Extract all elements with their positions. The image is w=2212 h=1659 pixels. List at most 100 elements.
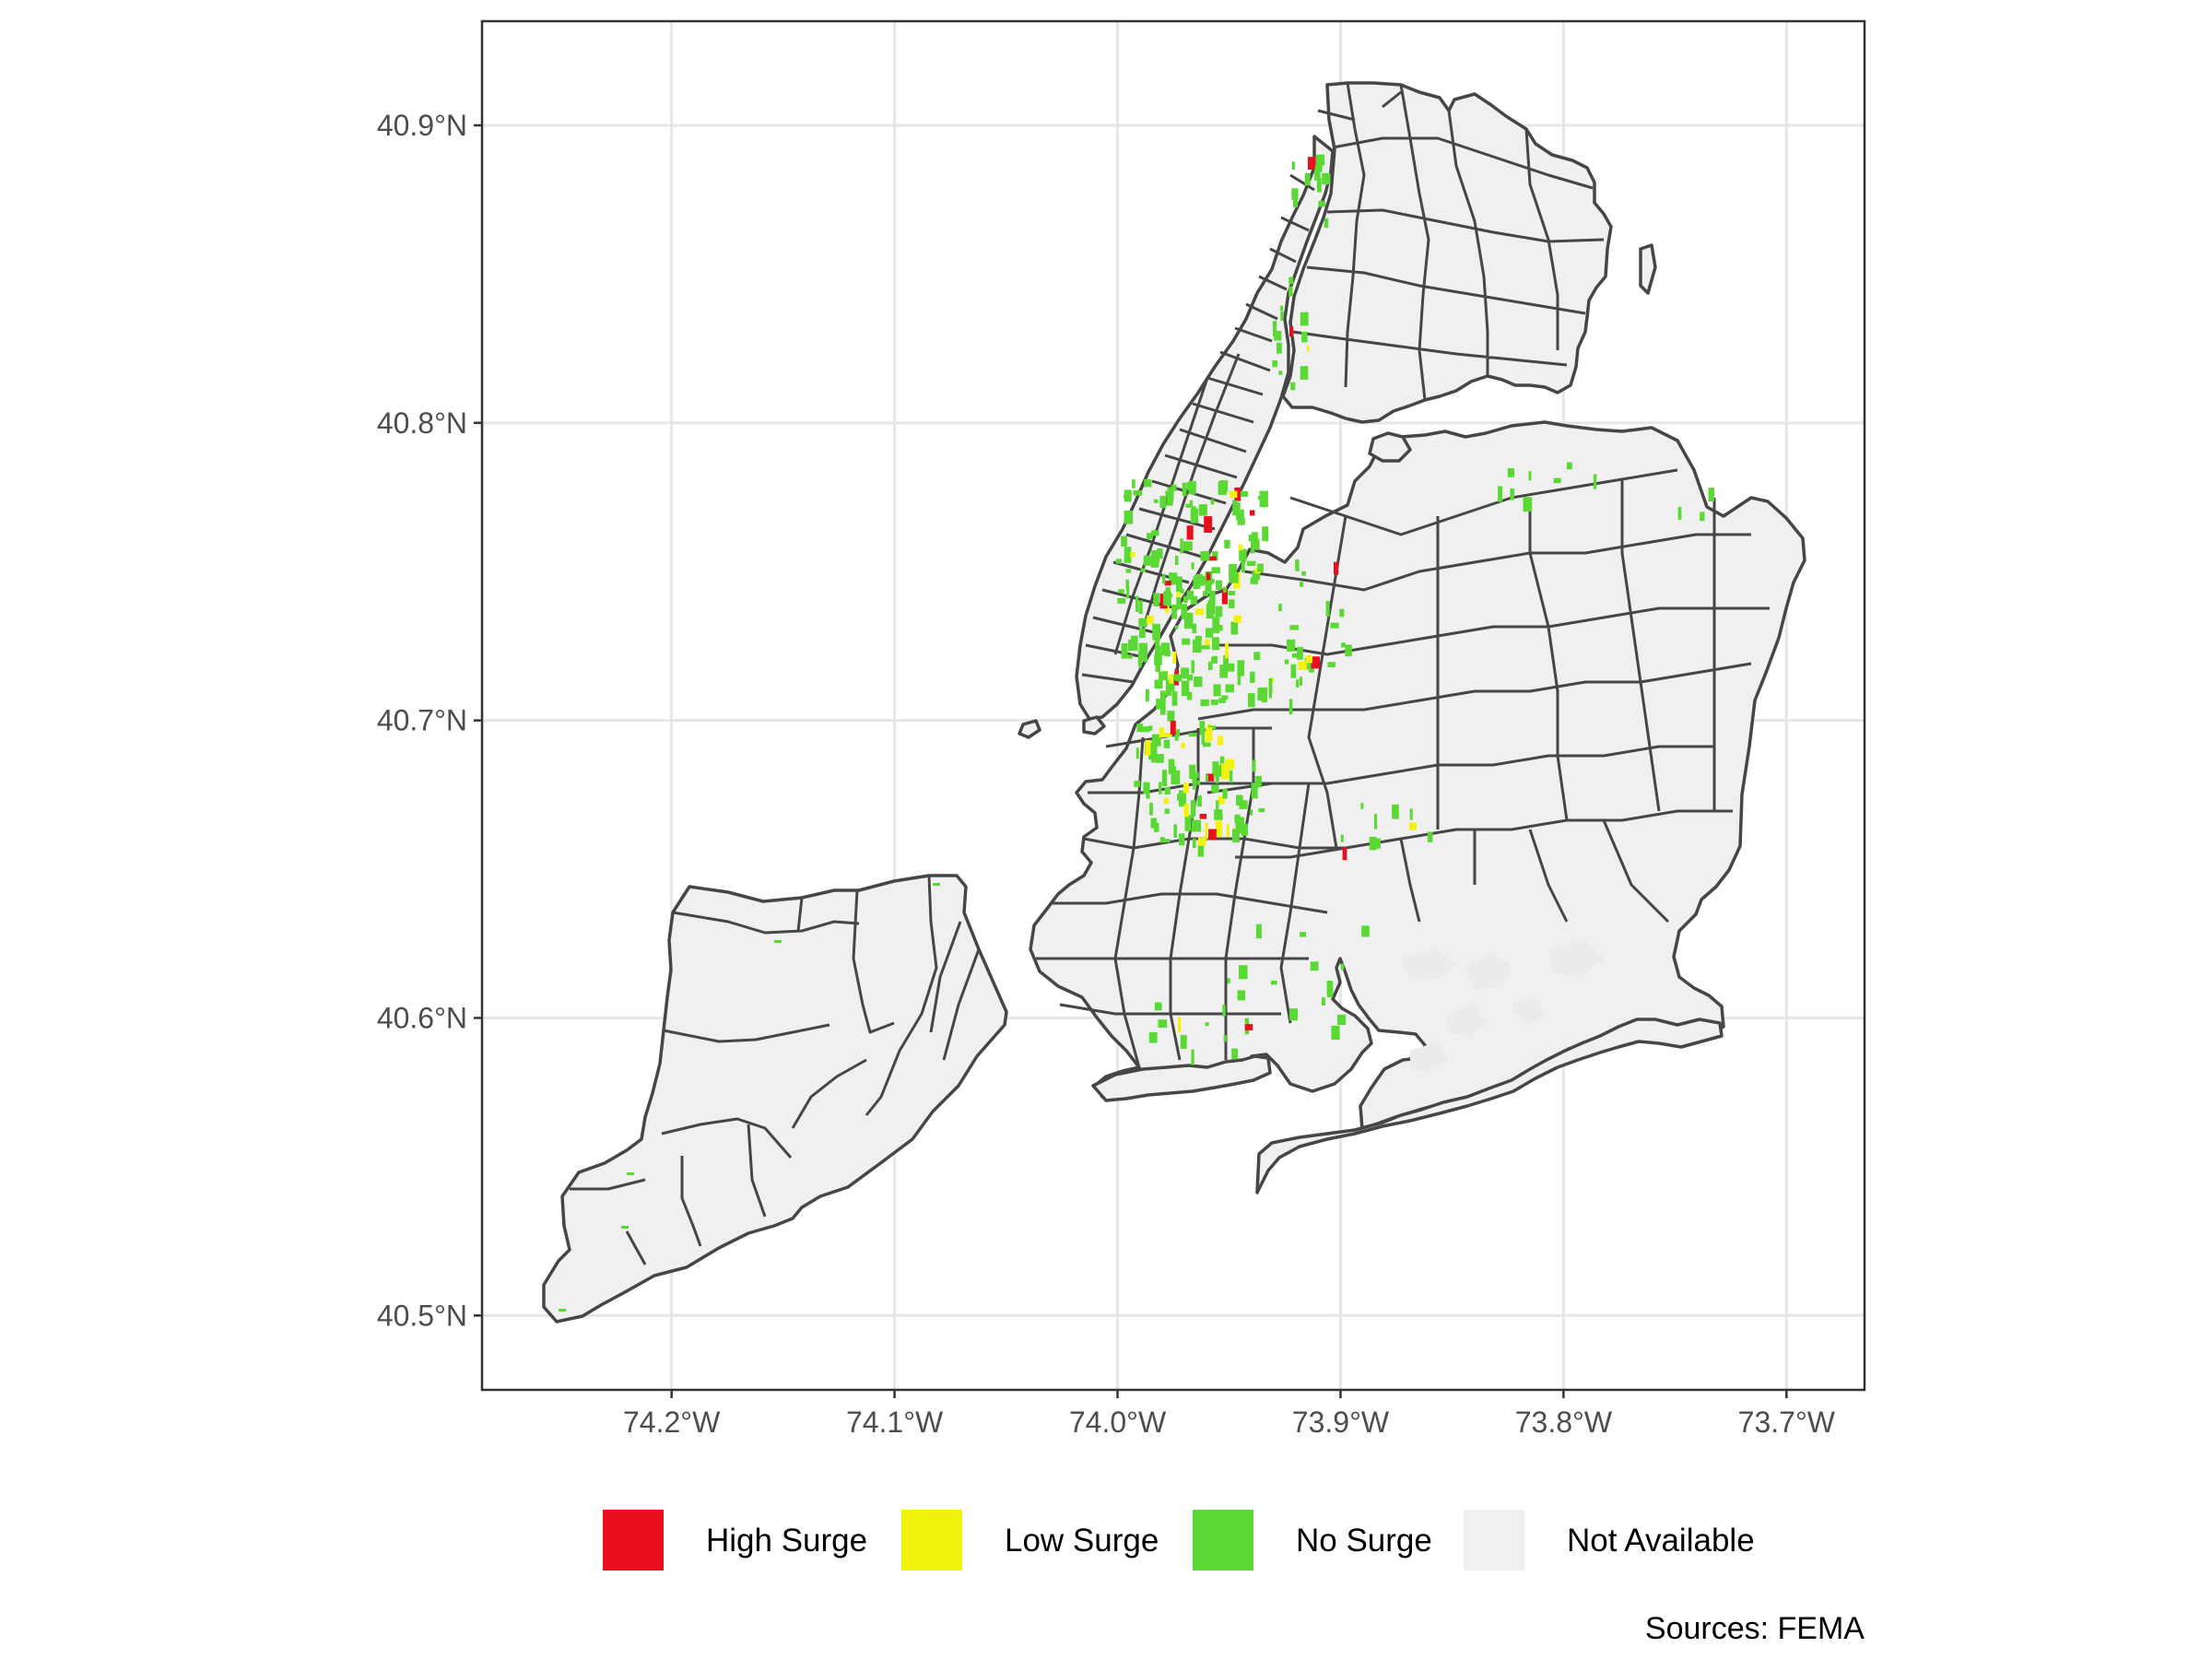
surge-block-351: [1593, 474, 1597, 489]
surge-block-285: [1248, 693, 1255, 708]
surge-block-187: [1239, 548, 1247, 561]
surge-block-111: [1194, 676, 1203, 688]
surge-block-308: [1289, 625, 1299, 630]
surge-block-357: [1409, 808, 1413, 820]
surge-block-80: [1125, 579, 1129, 589]
surge-block-37: [1155, 645, 1161, 655]
surge-block-70: [1145, 688, 1149, 702]
surge-block-25: [1151, 530, 1159, 536]
jamaica-bay-marsh-4: [1548, 940, 1604, 979]
surge-block-194: [1250, 510, 1255, 516]
surge-block-129: [1228, 599, 1235, 608]
surge-block-249: [1163, 739, 1171, 748]
surge-block-65: [1164, 581, 1171, 586]
y-tick-label-1: 40.6°N: [377, 1001, 467, 1034]
surge-block-375: [1322, 997, 1325, 1006]
surge-block-193: [1238, 544, 1243, 551]
surge-block-288: [1290, 664, 1297, 678]
surge-block-345: [1288, 286, 1293, 297]
surge-block-207: [1197, 843, 1205, 857]
surge-block-311: [1339, 608, 1345, 618]
surge-block-250: [1163, 798, 1170, 805]
surge-block-196: [1189, 500, 1194, 507]
surge-block-226: [1181, 742, 1185, 748]
surge-block-238: [1164, 808, 1170, 815]
surge-block-197: [1251, 537, 1255, 554]
surge-block-189: [1211, 567, 1220, 574]
legend-swatch-no-surge: [1193, 1510, 1253, 1571]
jamaica-bay-marsh-2: [1465, 953, 1512, 990]
surge-block-363: [1408, 822, 1417, 830]
surge-block-108: [1180, 588, 1184, 594]
surge-block-346: [1306, 346, 1310, 352]
surge-block-391: [1180, 1034, 1187, 1049]
surge-block-239: [1170, 721, 1176, 735]
surge-block-386: [1244, 1024, 1253, 1030]
surge-block-244: [1155, 754, 1164, 763]
surge-block-92: [1206, 572, 1211, 581]
surge-block-120: [1191, 660, 1195, 674]
surge-block-284: [1250, 809, 1253, 816]
surge-block-271: [1208, 829, 1217, 840]
surge-block-290: [1288, 699, 1293, 715]
surge-block-227: [1148, 743, 1158, 760]
surge-block-208: [1199, 721, 1206, 735]
surge-block-309: [1311, 656, 1320, 669]
surge-block-175: [1237, 518, 1245, 525]
surge-block-162: [1191, 562, 1194, 570]
surge-block-240: [1205, 822, 1208, 840]
surge-block-167: [1232, 500, 1237, 516]
surge-block-61: [1150, 556, 1159, 568]
surge-block-259: [1164, 787, 1171, 795]
surge-block-20: [1127, 654, 1133, 659]
surge-block-383: [1148, 1031, 1158, 1043]
x-tick-label-5: 73.7°W: [1738, 1406, 1836, 1439]
surge-block-380: [1270, 980, 1277, 985]
legend-swatch-not-available: [1464, 1510, 1524, 1571]
surge-block-331: [1315, 154, 1324, 166]
map-layer-surge-blocks: [559, 154, 1715, 1312]
surge-block-67: [1204, 516, 1213, 533]
surge-block-355: [1342, 847, 1347, 861]
small-island-west: [1018, 719, 1041, 739]
surge-block-32: [1169, 572, 1178, 585]
surge-block-305: [1325, 600, 1330, 617]
staten-island-tracts: [570, 875, 981, 1265]
surge-block-58: [1124, 511, 1134, 524]
surge-block-336: [1290, 382, 1296, 391]
surge-block-381: [1205, 1022, 1209, 1027]
surge-block-95: [1193, 576, 1201, 589]
jamaica-bay-marsh-1: [1401, 949, 1456, 979]
surge-block-110: [1159, 671, 1168, 681]
surge-block-36: [1159, 496, 1167, 509]
surge-block-329: [1293, 196, 1299, 207]
surge-block-158: [1209, 590, 1216, 607]
surge-block-398: [774, 940, 782, 943]
surge-block-294: [1296, 679, 1300, 688]
surge-block-324: [1291, 161, 1295, 170]
surge-block-268: [1241, 823, 1248, 836]
surge-block-377: [1361, 925, 1370, 937]
y-tick-label-4: 40.9°N: [377, 109, 467, 142]
surge-block-9: [1205, 583, 1212, 593]
surge-block-97: [1153, 593, 1159, 606]
surge-block-253: [1192, 819, 1201, 832]
caption-sources: Sources: FEMA: [1645, 1611, 1865, 1646]
surge-block-146: [1207, 661, 1213, 670]
surge-block-230: [1188, 733, 1197, 737]
surge-block-339: [1300, 366, 1309, 380]
x-tick-label-4: 73.8°W: [1515, 1406, 1613, 1439]
surge-block-140: [1193, 639, 1202, 653]
surge-block-209: [1179, 833, 1185, 846]
surge-block-229: [1173, 824, 1177, 839]
surge-block-105: [1217, 735, 1224, 746]
surge-block-392: [1223, 1035, 1227, 1042]
surge-block-218: [1206, 773, 1215, 782]
surge-block-224: [1183, 804, 1189, 818]
surge-block-87: [1174, 555, 1179, 566]
city-island: [1639, 243, 1657, 295]
surge-block-352: [1567, 462, 1572, 470]
surge-block-344: [1272, 360, 1278, 368]
surge-block-287: [1268, 690, 1273, 699]
x-tick-label-3: 73.9°W: [1292, 1406, 1390, 1439]
